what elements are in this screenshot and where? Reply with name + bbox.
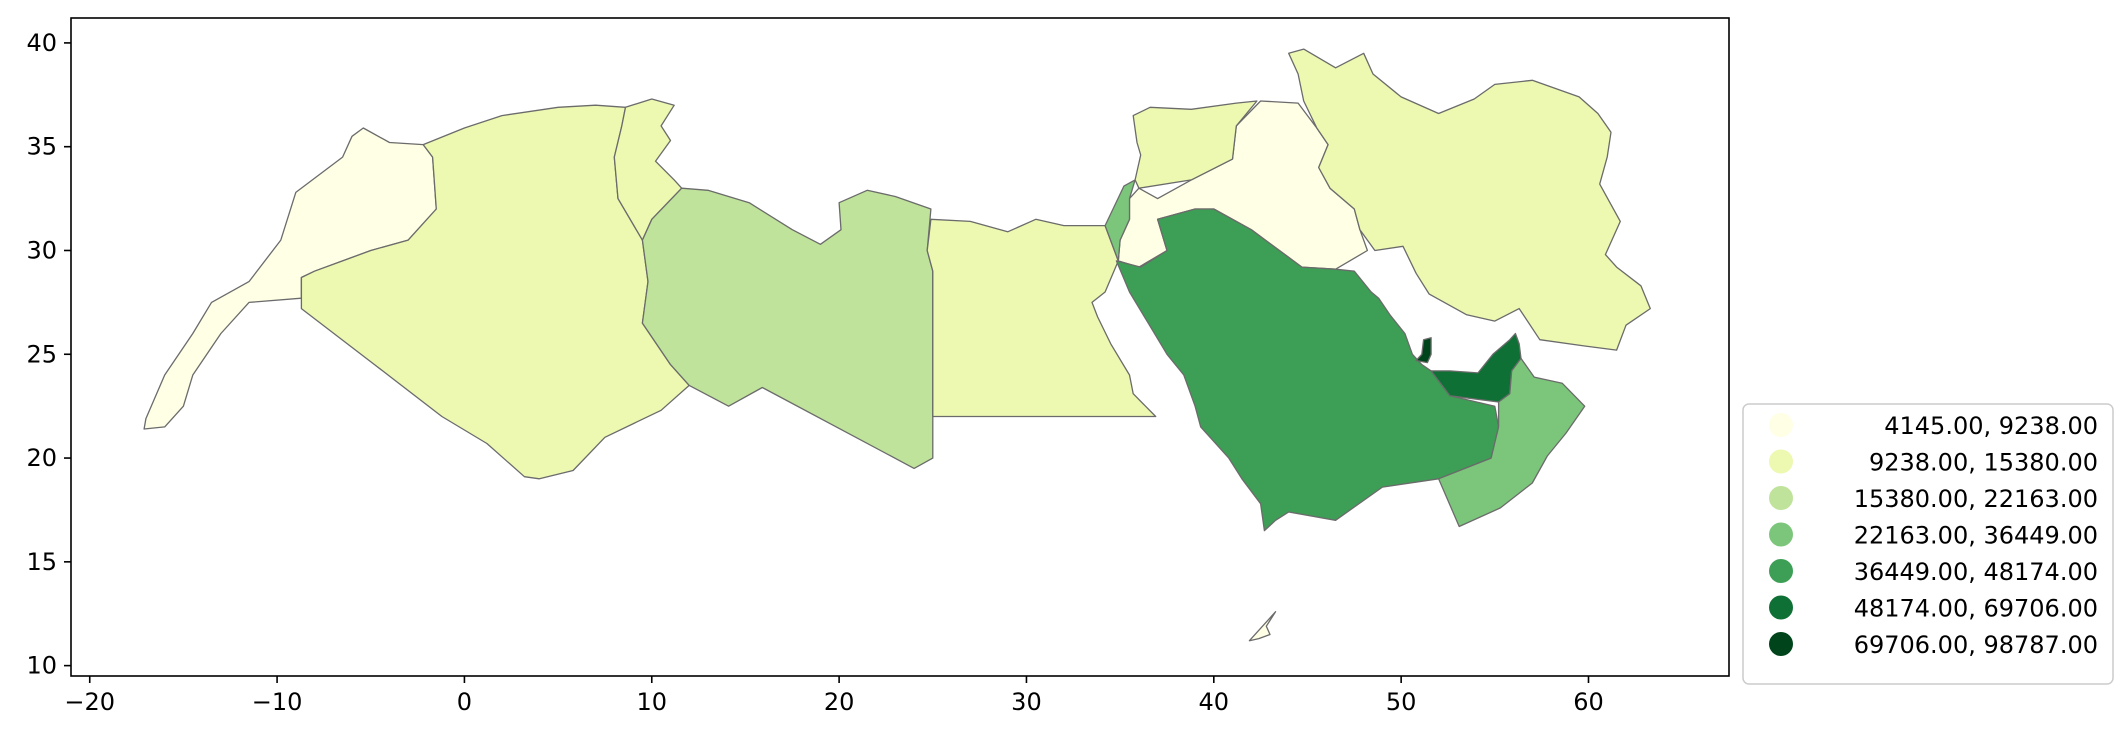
region-8 [1288, 48, 1651, 351]
y-tick-label: 35 [26, 133, 57, 161]
y-tick-label: 15 [26, 548, 57, 576]
x-tick-label: 0 [457, 688, 472, 716]
x-tick-label: 40 [1199, 688, 1230, 716]
y-tick-label: 25 [26, 340, 57, 368]
legend-entries: 4145.00, 9238.00 9238.00, 15380.00 15380.… [1769, 412, 2098, 659]
legend-marker-0 [1769, 413, 1793, 437]
region-7 [1132, 100, 1258, 189]
legend-label-6: 69706.00, 98787.00 [1854, 631, 2098, 659]
x-tick-label: −10 [252, 688, 303, 716]
x-tick-label: 10 [636, 688, 667, 716]
region-13 [1248, 611, 1277, 642]
legend-label-5: 48174.00, 69706.00 [1854, 595, 2098, 623]
plot-frame [70, 17, 1730, 677]
legend-label-4: 36449.00, 48174.00 [1854, 558, 2098, 586]
legend-box [1742, 403, 2114, 685]
y-tick-label: 10 [26, 652, 57, 680]
legend-marker-1 [1769, 449, 1793, 474]
y-axis: 10 15 20 25 30 35 40 [26, 29, 71, 680]
legend-marker-4 [1769, 559, 1793, 583]
x-tick-label: 50 [1386, 688, 1417, 716]
legend-marker-2 [1769, 486, 1793, 510]
legend-marker-5 [1769, 595, 1793, 620]
legend-label-3: 22163.00, 36449.00 [1854, 522, 2098, 550]
x-axis: −20 −10 0 10 20 30 40 50 60 [64, 676, 1604, 716]
legend-label-2: 15380.00, 22163.00 [1854, 485, 2098, 513]
x-tick-label: 20 [824, 688, 855, 716]
legend-marker-3 [1769, 522, 1793, 547]
region-6 [1104, 179, 1136, 262]
legend: 4145.00, 9238.00 9238.00, 15380.00 15380.… [1742, 403, 2114, 685]
legend-label-1: 9238.00, 15380.00 [1869, 449, 2098, 477]
x-tick-label: 60 [1573, 688, 1604, 716]
x-tick-label: 30 [1011, 688, 1042, 716]
y-tick-label: 30 [26, 236, 57, 264]
legend-label-0: 4145.00, 9238.00 [1884, 412, 2098, 440]
country-regions [143, 48, 1651, 642]
y-tick-label: 40 [26, 29, 57, 57]
x-tick-label: −20 [64, 688, 115, 716]
region-9 [1115, 208, 1500, 532]
region-12 [1437, 357, 1586, 528]
region-10 [1415, 337, 1432, 364]
y-tick-label: 20 [26, 444, 57, 472]
legend-marker-6 [1769, 632, 1793, 656]
